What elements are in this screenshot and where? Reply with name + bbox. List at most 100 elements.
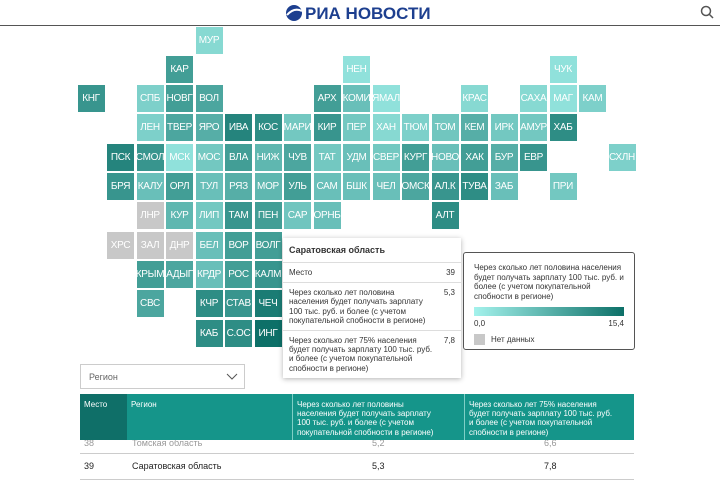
region-tile[interactable]: ЗАЛ (136, 231, 164, 259)
region-tile[interactable]: ЛНР (136, 202, 164, 230)
region-tile[interactable]: ДНР (166, 231, 193, 259)
region-tile[interactable]: МОР (254, 173, 282, 200)
region-tile[interactable]: ХРС (107, 231, 134, 259)
region-tile[interactable]: ХАН (372, 114, 400, 142)
region-tile[interactable]: ОРНБ (313, 202, 341, 230)
region-tile[interactable]: НИЖ (254, 143, 282, 171)
region-tile[interactable]: КОС (254, 114, 282, 142)
region-tile[interactable]: ИРК (490, 114, 518, 142)
region-tile[interactable]: ПСК (107, 143, 134, 171)
region-tile[interactable]: КИР (313, 114, 341, 142)
region-tile[interactable]: ТОМ (431, 114, 459, 142)
region-tile[interactable]: ПЕН (254, 202, 282, 230)
region-tile[interactable]: ЛИП (195, 202, 223, 230)
no-data-swatch (474, 334, 485, 346)
column-header[interactable]: Регион (127, 394, 292, 440)
region-tile[interactable]: КНГ (77, 85, 105, 113)
region-tile[interactable]: ИВА (225, 114, 252, 142)
region-tile[interactable]: АЛТ (431, 202, 459, 230)
region-tile[interactable]: ЯРО (195, 114, 223, 142)
region-tile[interactable]: СПБ (136, 85, 164, 113)
region-tile[interactable]: ТВЕР (166, 114, 193, 142)
region-tile[interactable]: СТАВ (225, 290, 252, 318)
column-header[interactable]: Место (80, 394, 127, 440)
region-tile[interactable]: ЕВР (520, 143, 547, 171)
region-tile[interactable]: САМ (313, 173, 341, 200)
region-tile[interactable]: ТУЛ (195, 173, 223, 200)
column-title: Через сколько лет половины населения буд… (297, 400, 434, 437)
region-tile[interactable]: БШК (343, 173, 370, 200)
region-tile[interactable]: МУР (195, 26, 223, 54)
region-filter[interactable]: Регион (80, 364, 245, 389)
region-tile[interactable]: ИНГ (254, 319, 282, 347)
region-tile[interactable]: КАЛМ (254, 260, 282, 288)
region-tile[interactable]: МАГ (549, 85, 577, 113)
tooltip-label: Через сколько лет 75% населения будет по… (289, 335, 433, 373)
region-tile[interactable]: ТАТ (313, 143, 341, 171)
region-tile[interactable]: УЛЬ (284, 173, 311, 200)
region-tile[interactable]: ЯМАЛ (372, 85, 400, 113)
region-tile[interactable]: КАР (166, 55, 193, 83)
region-tile[interactable]: АРХ (313, 85, 341, 113)
region-tile[interactable]: ХАБ (549, 114, 577, 142)
region-tile[interactable]: ВОР (225, 231, 252, 259)
region-tile[interactable]: ТАМ (225, 202, 252, 230)
region-tile[interactable]: ВОЛГ (254, 231, 282, 259)
region-tile[interactable]: ОРЛ (166, 173, 193, 200)
region-tile[interactable]: ХАК (461, 143, 488, 171)
region-tile[interactable]: НЕН (343, 55, 370, 83)
region-tile[interactable]: ПЕР (343, 114, 370, 142)
region-tile[interactable]: ВЛА (225, 143, 252, 171)
region-tile[interactable]: РОС (225, 260, 252, 288)
region-tile[interactable]: ЧЕЧ (254, 290, 282, 318)
region-tile[interactable]: КАБ (195, 319, 223, 347)
region-tile[interactable]: БЕЛ (195, 231, 223, 259)
region-tile[interactable]: КРЫМ (136, 260, 165, 288)
region-tile[interactable]: АМУР (520, 114, 547, 142)
region-tile[interactable]: САХА (520, 85, 547, 113)
region-tile[interactable]: БУР (490, 143, 518, 171)
region-tile[interactable]: КУРГ (402, 143, 429, 171)
region-tile[interactable]: ЗАБ (490, 173, 518, 200)
region-tile[interactable]: ВОЛ (195, 85, 223, 113)
region-tile[interactable]: УДМ (343, 143, 370, 171)
region-tile[interactable]: МАРИ (284, 114, 312, 142)
region-tile[interactable]: СВЕР (372, 143, 400, 171)
region-tile[interactable]: КРДР (195, 260, 223, 288)
region-tile[interactable]: ЧЕЛ (372, 173, 400, 200)
region-tile[interactable]: АЛ.К (431, 173, 459, 200)
region-tile[interactable]: МОС (195, 143, 223, 171)
region-tile[interactable]: ЧУВ (284, 143, 311, 171)
legend: Через сколько лет половина населения буд… (463, 252, 635, 350)
region-tile[interactable]: СХЛН (608, 143, 636, 171)
region-tile[interactable]: БРЯ (107, 173, 134, 200)
region-tile[interactable]: КРАС (461, 85, 488, 113)
region-tile[interactable]: НОВО (431, 143, 459, 171)
region-tile[interactable]: ПРИ (549, 173, 577, 200)
region-tile[interactable]: КАЛУ (136, 173, 164, 200)
region-tile[interactable]: СМОЛ (136, 143, 165, 171)
region-tile[interactable]: НОВГ (166, 85, 193, 113)
tooltip-value: 7,8 (443, 335, 455, 345)
region-tile[interactable]: ТЮМ (402, 114, 429, 142)
legend-gradient (474, 307, 624, 317)
region-tile[interactable]: КЕМ (461, 114, 488, 142)
region-tile[interactable]: КЧР (195, 290, 223, 318)
region-tile[interactable]: КУР (166, 202, 193, 230)
region-tile[interactable]: МСК (166, 143, 193, 171)
region-tile[interactable]: КАМ (579, 85, 606, 113)
search-icon[interactable] (700, 5, 714, 19)
region-tile[interactable]: АДЫГ (166, 260, 193, 288)
region-tile[interactable]: ЧУК (549, 55, 577, 83)
region-tile[interactable]: КОМИ (343, 85, 371, 113)
column-header[interactable]: Через сколько лет 75% населения будет по… (464, 394, 634, 440)
region-tile[interactable]: РЯЗ (225, 173, 252, 200)
region-tile[interactable]: ОМСК (402, 173, 430, 200)
region-tile[interactable]: ЛЕН (136, 114, 164, 142)
region-tile[interactable]: САР (282, 200, 313, 232)
legend-title: Через сколько лет половина населения буд… (474, 263, 624, 301)
region-tile[interactable]: СВС (136, 290, 164, 318)
column-header[interactable]: Через сколько лет половины населения буд… (292, 394, 464, 440)
region-tile[interactable]: ТУВА (461, 173, 488, 200)
region-tile[interactable]: С.ОС (225, 319, 252, 347)
